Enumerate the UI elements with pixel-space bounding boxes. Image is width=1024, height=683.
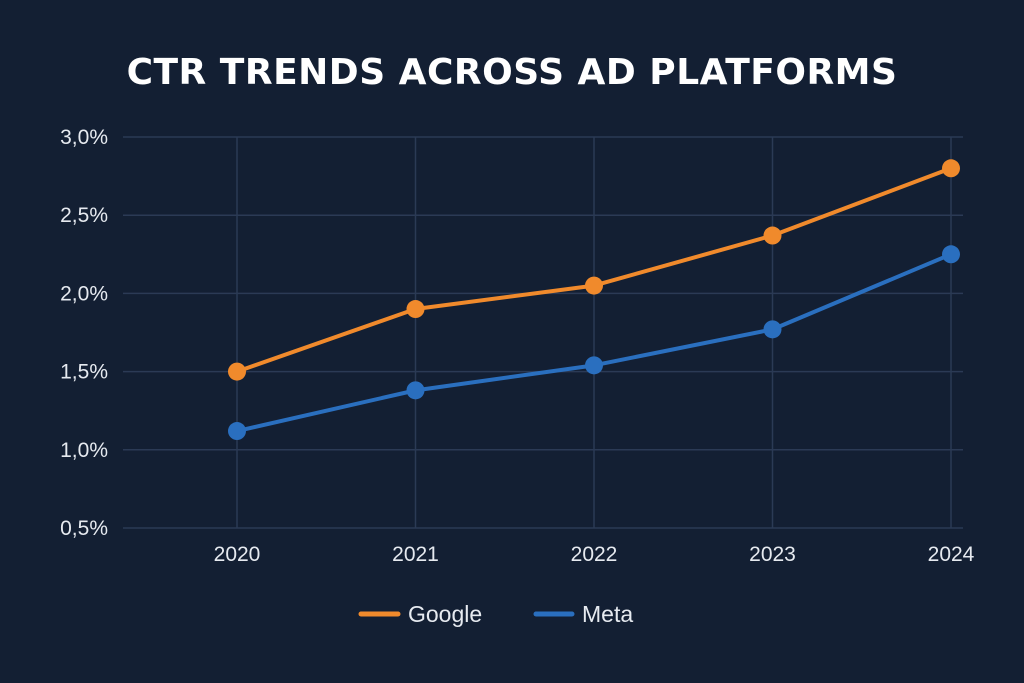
meta-data-point: [942, 245, 960, 264]
y-tick-label: 0,5%: [60, 517, 108, 540]
y-tick-label: 2,5%: [60, 204, 108, 227]
x-tick-label: 2022: [571, 543, 618, 566]
x-tick-label: 2024: [928, 543, 975, 566]
legend: Google Meta: [358, 601, 633, 627]
meta-data-point: [228, 422, 246, 441]
meta-data-point: [585, 356, 603, 375]
x-axis-ticks: 2020 2021 2022 2023 2024: [214, 543, 975, 566]
chart-title: CTR TRENDS ACROSS AD PLATFORMS: [126, 52, 898, 93]
google-data-point: [942, 159, 960, 178]
google-data-point: [406, 300, 425, 319]
google-data-point: [585, 276, 603, 295]
google-data-point: [228, 362, 246, 381]
x-tick-label: 2021: [392, 543, 439, 566]
meta-data-point: [763, 320, 782, 339]
y-tick-label: 1,0%: [60, 439, 108, 462]
x-tick-label: 2020: [214, 543, 261, 566]
y-tick-label: 3,0%: [60, 126, 108, 149]
series: [228, 159, 960, 441]
y-tick-label: 2,0%: [60, 282, 108, 305]
x-tick-label: 2023: [749, 543, 796, 566]
y-tick-label: 1,5%: [60, 361, 108, 384]
legend-label-google: Google: [408, 601, 482, 627]
y-axis-ticks: 3,0% 2,5% 2,0% 1,5% 1,0% 0,5%: [60, 126, 108, 540]
grid: [123, 136, 963, 529]
google-data-point: [763, 226, 782, 245]
meta-data-point: [406, 381, 425, 400]
legend-label-meta: Meta: [582, 601, 633, 627]
